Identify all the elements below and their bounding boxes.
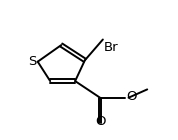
Text: O: O <box>95 115 105 128</box>
Text: O: O <box>126 90 137 103</box>
Text: Br: Br <box>104 41 118 54</box>
Text: S: S <box>28 55 36 68</box>
